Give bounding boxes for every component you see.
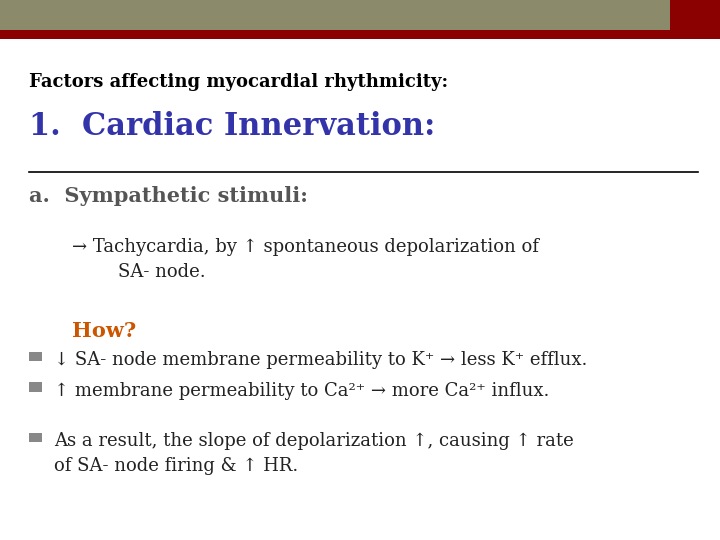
Bar (0, 30, 720, 39)
Bar (670, 0, 720, 39)
Bar (0, 0, 720, 30)
Text: Factors affecting myocardial rhythmicity:: Factors affecting myocardial rhythmicity… (29, 73, 448, 91)
Text: How?: How? (72, 321, 136, 341)
Text: ↑ membrane permeability to Ca²⁺ → more Ca²⁺ influx.: ↑ membrane permeability to Ca²⁺ → more C… (54, 382, 549, 400)
Bar (29, 433, 42, 442)
Text: → Tachycardia, by ↑ spontaneous depolarization of
        SA- node.: → Tachycardia, by ↑ spontaneous depolari… (72, 238, 539, 281)
Text: 1.  Cardiac Innervation:: 1. Cardiac Innervation: (29, 111, 435, 141)
Bar (29, 352, 42, 361)
Text: a.  Sympathetic stimuli:: a. Sympathetic stimuli: (29, 186, 307, 206)
Bar (29, 382, 42, 392)
Text: ↓ SA- node membrane permeability to K⁺ → less K⁺ efflux.: ↓ SA- node membrane permeability to K⁺ →… (54, 351, 588, 369)
Text: As a result, the slope of depolarization ↑, causing ↑ rate
of SA- node firing & : As a result, the slope of depolarization… (54, 432, 574, 475)
